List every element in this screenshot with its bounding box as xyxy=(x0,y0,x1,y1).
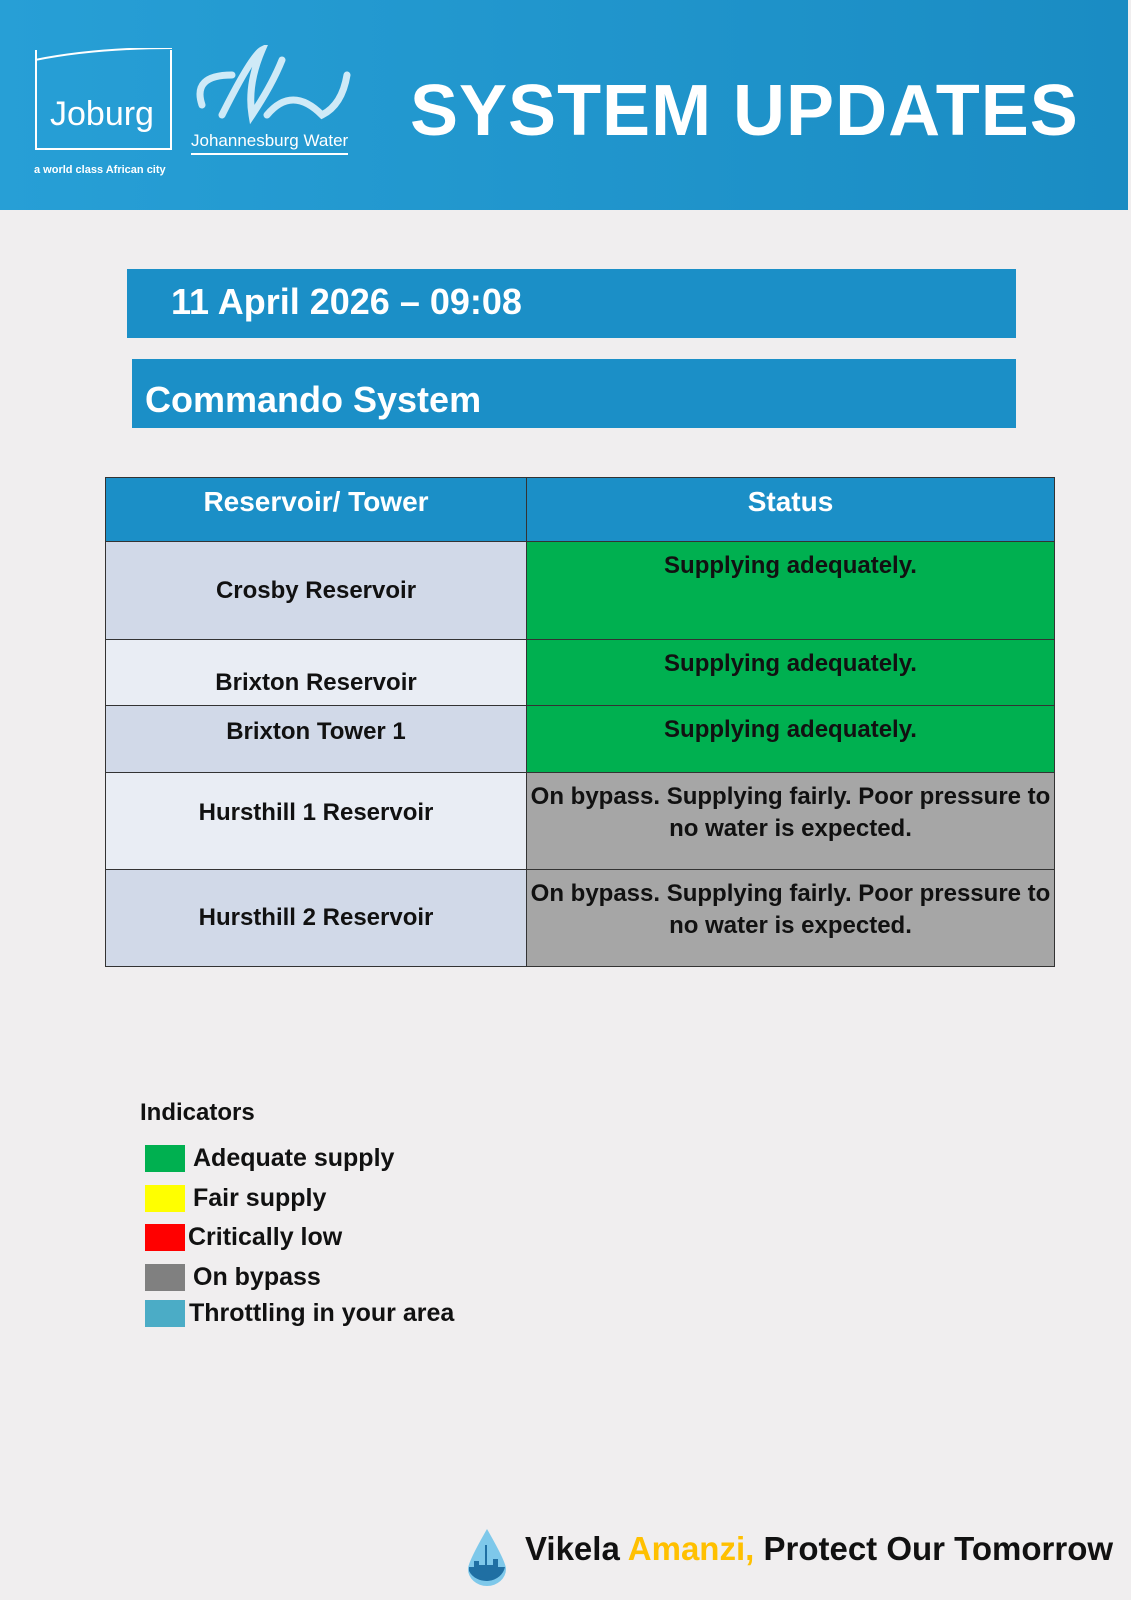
reservoir-name: Brixton Reservoir xyxy=(105,639,527,706)
legend-label: Fair supply xyxy=(193,1184,327,1212)
teal-swatch xyxy=(145,1300,185,1327)
column-header-reservoir: Reservoir/ Tower xyxy=(105,477,527,542)
indicators-title: Indicators xyxy=(140,1099,255,1126)
reservoir-name: Hursthill 1 Reservoir xyxy=(105,772,527,870)
table-row: Hursthill 2 Reservoir On bypass. Supplyin… xyxy=(105,869,1055,967)
johannesburg-water-logo-text: Johannesburg Water xyxy=(191,131,349,155)
slogan-part: Vikela xyxy=(525,1530,628,1567)
legend-label: Adequate supply xyxy=(193,1144,395,1172)
red-swatch xyxy=(145,1224,185,1251)
status-table: Reservoir/ Tower Status Crosby Reservoir S… xyxy=(105,477,1055,967)
reservoir-name: Hursthill 2 Reservoir xyxy=(105,869,527,967)
system-banner: Commando System xyxy=(132,359,1016,428)
water-drop-city-icon xyxy=(468,1529,506,1586)
water-wave-logo-icon xyxy=(196,45,351,125)
slogan-part: Protect Our Tomorrow xyxy=(754,1530,1114,1567)
legend-label: On bypass xyxy=(193,1263,321,1291)
status-cell: On bypass. Supplying fairly. Poor pressu… xyxy=(526,772,1055,870)
column-header-status: Status xyxy=(526,477,1055,542)
yellow-swatch xyxy=(145,1185,185,1212)
green-swatch xyxy=(145,1145,185,1172)
header-banner: Joburg a world class African city Johann… xyxy=(0,0,1128,210)
reservoir-name: Brixton Tower 1 xyxy=(105,705,527,773)
legend-fair: Fair supply xyxy=(145,1184,326,1213)
reservoir-name: Crosby Reservoir xyxy=(105,541,527,640)
status-cell: On bypass. Supplying fairly. Poor pressu… xyxy=(526,869,1055,967)
legend-label: Critically low xyxy=(188,1223,343,1251)
legend-throttling: Throttling in your area xyxy=(145,1299,454,1328)
table-row: Hursthill 1 Reservoir On bypass. Supplyin… xyxy=(105,772,1055,870)
slogan-accent: Amanzi, xyxy=(627,1530,755,1567)
legend-critical: Critically low xyxy=(145,1223,342,1252)
table-row: Brixton Tower 1 Supplying adequately. xyxy=(105,705,1055,773)
joburg-logo-text: Joburg xyxy=(50,95,154,133)
date-banner: 11 April 2026 – 09:08 xyxy=(127,269,1016,338)
gray-swatch xyxy=(145,1264,185,1291)
footer-slogan: Vikela Amanzi, Protect Our Tomorrow xyxy=(525,1530,1113,1568)
table-row: Crosby Reservoir Supplying adequately. xyxy=(105,541,1055,640)
joburg-logo xyxy=(35,48,172,150)
legend-label: Throttling in your area xyxy=(189,1299,455,1327)
status-cell: Supplying adequately. xyxy=(526,705,1055,773)
status-cell: Supplying adequately. xyxy=(526,639,1055,706)
legend-adequate: Adequate supply xyxy=(145,1144,394,1173)
status-cell: Supplying adequately. xyxy=(526,541,1055,640)
table-row: Brixton Reservoir Supplying adequately. xyxy=(105,639,1055,706)
legend-bypass: On bypass xyxy=(145,1263,321,1292)
page-title: SYSTEM UPDATES xyxy=(410,71,1079,151)
tagline: a world class African city xyxy=(34,164,166,176)
